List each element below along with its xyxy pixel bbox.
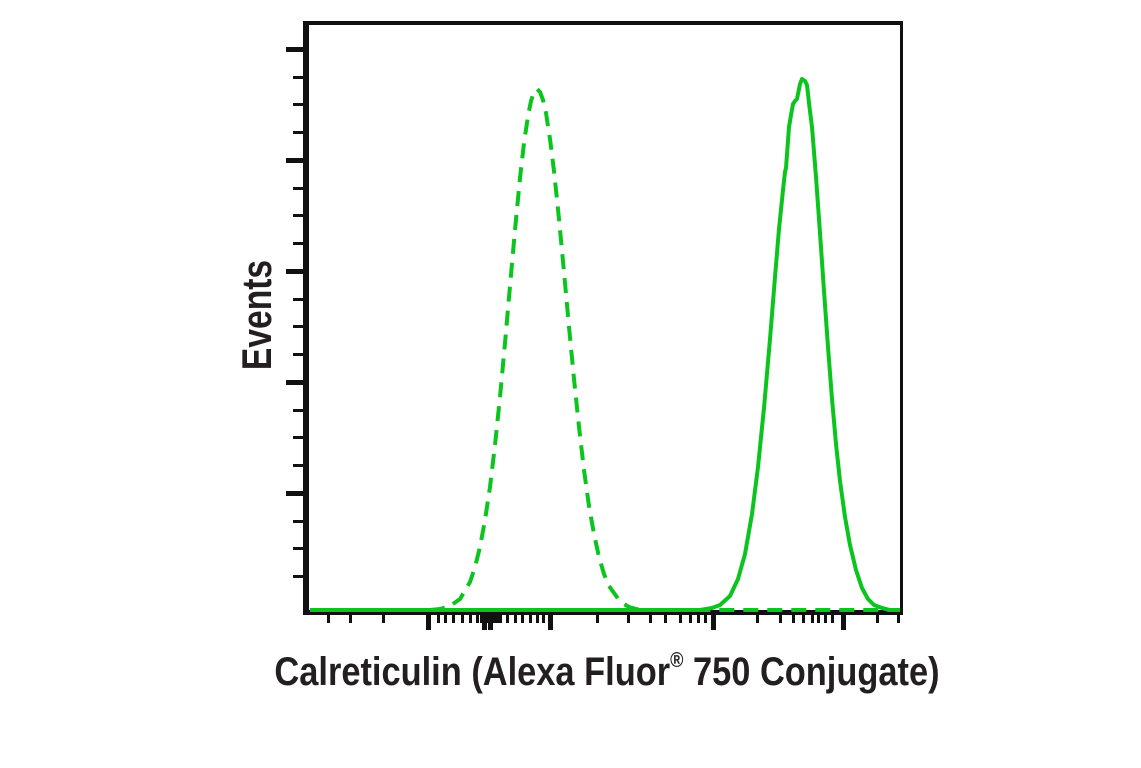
dashed-peak-histogram-curve (310, 87, 900, 612)
y-axis-major-tick (286, 269, 303, 274)
y-axis-major-tick (286, 158, 303, 163)
y-axis-minor-tick (293, 325, 303, 328)
x-axis-minor-tick (480, 615, 483, 623)
y-axis-minor-tick (293, 575, 303, 578)
y-axis-minor-tick (293, 436, 303, 439)
x-axis-major-tick (548, 615, 553, 630)
x-axis-major-tick (841, 615, 846, 630)
x-axis-minor-tick (792, 615, 795, 623)
x-axis-minor-tick (649, 615, 652, 623)
x-axis-minor-tick (596, 615, 599, 623)
x-axis-minor-tick (437, 615, 440, 623)
solid-peak-histogram-curve (310, 77, 900, 612)
x-axis-minor-tick (499, 615, 502, 623)
y-axis-label: Events (233, 259, 280, 371)
x-axis-minor-tick (452, 615, 455, 623)
y-axis-major-tick (286, 47, 303, 52)
x-axis-minor-tick (493, 615, 496, 623)
x-axis-minor-tick (817, 615, 820, 623)
x-axis-minor-tick (469, 615, 472, 623)
y-axis-minor-tick (293, 242, 303, 245)
y-axis-minor-tick (293, 103, 303, 106)
x-axis-major-tick (711, 615, 716, 630)
x-axis-minor-tick (876, 615, 879, 623)
x-axis-minor-tick (349, 615, 352, 623)
y-axis-minor-tick (293, 409, 303, 412)
x-axis-minor-tick (689, 615, 692, 623)
y-axis-minor-tick (293, 298, 303, 301)
y-axis-minor-tick (293, 547, 303, 550)
x-axis-minor-tick (444, 615, 447, 623)
y-axis-minor-tick (293, 520, 303, 523)
x-axis-minor-tick (627, 615, 630, 623)
x-axis-minor-tick (536, 615, 539, 623)
y-axis-minor-tick (293, 214, 303, 217)
x-axis-label: Calreticulin (Alexa Fluor® 750 Conjugate… (274, 649, 939, 695)
plot-frame (303, 21, 903, 615)
x-axis-minor-tick (542, 615, 545, 623)
x-axis-minor-tick (697, 615, 700, 623)
x-axis-minor-tick (811, 615, 814, 623)
x-axis-minor-tick (756, 615, 759, 623)
y-axis-minor-tick (293, 187, 303, 190)
x-axis-minor-tick (327, 615, 330, 623)
x-axis-minor-tick (802, 615, 805, 623)
x-axis-label-suffix: 750 Conjugate) (683, 650, 940, 694)
y-axis-minor-tick (293, 131, 303, 134)
y-axis-major-tick (286, 491, 303, 496)
x-axis-minor-tick (529, 615, 532, 623)
x-axis-minor-tick (476, 615, 479, 623)
x-axis-major-tick (488, 615, 493, 630)
x-axis-minor-tick (664, 615, 667, 623)
y-axis-minor-tick (293, 464, 303, 467)
x-axis-minor-tick (779, 615, 782, 623)
y-axis-minor-tick (293, 353, 303, 356)
x-axis-minor-tick (824, 615, 827, 623)
x-axis-minor-tick (382, 615, 385, 623)
x-axis-minor-tick (897, 615, 900, 623)
y-axis-major-tick (286, 380, 303, 385)
x-axis-label-prefix: Calreticulin (Alexa Fluor (274, 650, 671, 694)
registered-trademark-symbol: ® (670, 649, 684, 672)
x-axis-minor-tick (514, 615, 517, 623)
x-axis-major-tick (482, 615, 487, 630)
x-axis-minor-tick (679, 615, 682, 623)
x-axis-minor-tick (461, 615, 464, 623)
x-axis-minor-tick (486, 615, 489, 623)
x-axis-minor-tick (521, 615, 524, 623)
y-axis-minor-tick (293, 76, 303, 79)
x-axis-minor-tick (831, 615, 834, 623)
x-axis-minor-tick (704, 615, 707, 623)
x-axis-major-tick (426, 615, 431, 630)
x-axis-minor-tick (506, 615, 509, 623)
x-axis-minor-tick (496, 615, 499, 623)
